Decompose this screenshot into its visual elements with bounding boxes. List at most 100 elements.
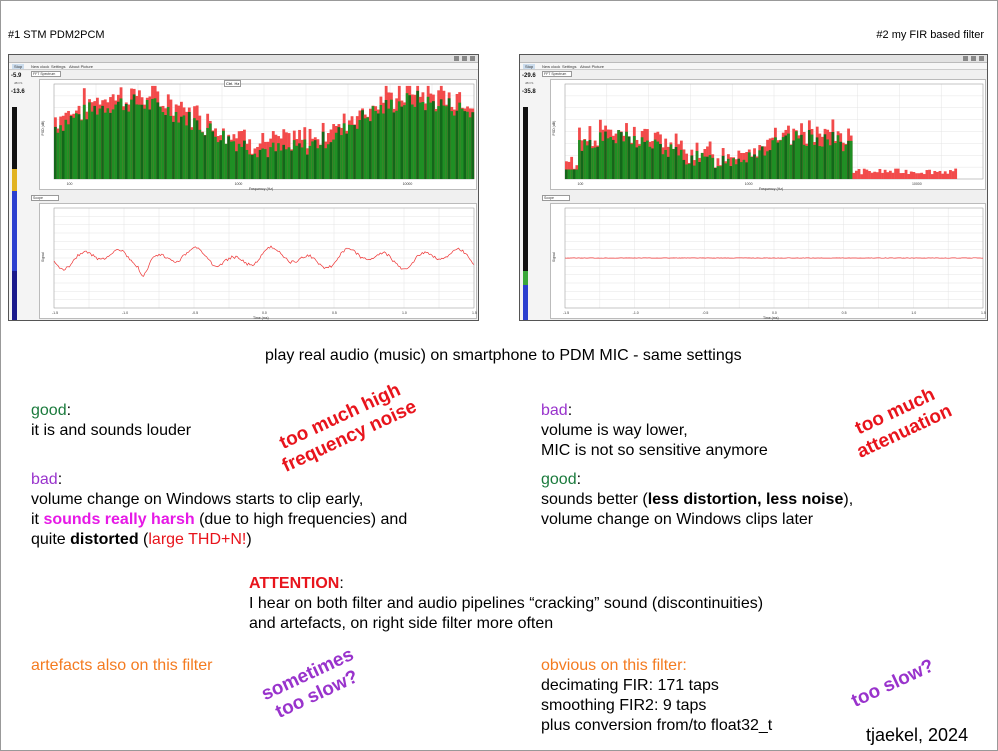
spectrum-bar-green	[442, 105, 446, 179]
x-axis-label: Frequency (Hz)	[249, 187, 273, 191]
spectrum-bar-red	[865, 169, 869, 179]
spectrum-bar-green	[321, 131, 325, 179]
x-tick-label: -1.0	[122, 311, 128, 315]
scope-mode-select[interactable]: Scope	[31, 195, 59, 201]
spectrum-bar-green	[677, 155, 681, 179]
new-clock-button[interactable]: New clock	[31, 64, 50, 69]
spectrum-bar-green	[324, 148, 328, 179]
spectrum-bar-green	[169, 115, 173, 179]
spectrum-bar-red	[941, 173, 945, 179]
spectrum-bar-green	[839, 141, 843, 179]
spectrum-bar-green	[598, 132, 602, 179]
spectrum-bar-green	[619, 132, 623, 179]
spectrum-bar-green	[580, 150, 584, 179]
settings-button[interactable]: Settings	[562, 64, 577, 69]
scope-mode-select[interactable]: Scope	[542, 195, 570, 201]
spectrum-bar-green	[700, 152, 704, 179]
spectrum-bar-green	[90, 111, 94, 179]
fft-spectrum-panel: 100 1000 10000 Frequency (Hz) PSD (dB)	[550, 79, 986, 191]
fft-mode-select[interactable]: FFT Spectrum	[542, 71, 572, 77]
spectrum-bar-green	[308, 145, 312, 179]
plot-frame	[53, 207, 475, 309]
spectrum-bar-green	[96, 114, 99, 179]
spectrum-bar-green	[774, 137, 777, 179]
spectrum-bar-green	[418, 102, 422, 179]
spectrum-bar-green	[645, 140, 649, 179]
spectrum-bar-green	[601, 140, 605, 179]
close-icon[interactable]	[470, 56, 475, 61]
spectrum-bar-red	[852, 172, 856, 179]
spectrum-bar-green	[768, 150, 772, 179]
spectrum-bar-green	[724, 163, 728, 179]
spectrum-bar-green	[661, 154, 665, 179]
bad-label: bad	[541, 402, 568, 419]
spectrum-bar-green	[229, 141, 233, 179]
spectrum-bar-green	[690, 155, 694, 179]
spectrum-bar-green	[439, 99, 443, 179]
spectrum-bar-green	[745, 162, 749, 179]
spectrum-bar-green	[214, 136, 217, 179]
spectrum-bar-green	[575, 169, 579, 179]
good-label: good	[541, 471, 577, 488]
spectrum-bar-green	[841, 151, 845, 179]
spectrum-bar-green	[295, 145, 299, 179]
y-axis-label: PSD (dB)	[41, 121, 45, 136]
new-clock-button[interactable]: New clock	[542, 64, 561, 69]
spectrum-bar-green	[127, 111, 131, 179]
spectrum-bar-red	[902, 173, 905, 179]
minimize-icon[interactable]	[454, 56, 459, 61]
spectrum-bar-green	[609, 136, 613, 179]
spectrum-bar-green	[138, 104, 141, 179]
spectrum-bar-green	[159, 106, 162, 179]
y-axis-label: Signal	[41, 252, 45, 262]
spectrum-bar-green	[666, 156, 670, 179]
spectrum-bar-green	[606, 138, 610, 179]
about-picture-button[interactable]: About Picture	[580, 64, 605, 69]
spectrum-bar-green	[400, 106, 404, 179]
spectrum-bar-green	[332, 139, 336, 179]
spectrum-bar-green	[250, 154, 254, 179]
spectrum-bar-green	[800, 134, 803, 179]
fir2-taps-line: smoothing FIR2: 9 taps	[541, 697, 707, 714]
stop-button[interactable]: Stop	[523, 64, 536, 69]
spectrum-bar-green	[802, 144, 806, 179]
settings-button[interactable]: Settings	[51, 64, 66, 69]
spectrum-bar-green	[361, 110, 364, 179]
spectrum-bar-green	[408, 95, 412, 179]
about-picture-button[interactable]: About Picture	[69, 64, 94, 69]
spectrum-bar-green	[119, 98, 123, 179]
spectrum-bar-green	[805, 146, 809, 179]
close-icon[interactable]	[979, 56, 984, 61]
spectrum-bar-green	[172, 121, 175, 179]
spectrum-bar-green	[376, 113, 380, 179]
spectrum-bar-green	[164, 114, 168, 179]
spectrum-bar-green	[750, 157, 754, 179]
spectrum-bar-green	[458, 102, 462, 179]
minimize-icon[interactable]	[963, 56, 968, 61]
spectrum-bar-green	[266, 157, 270, 179]
stop-button[interactable]: Stop	[12, 64, 25, 69]
spectrum-bar-green	[784, 135, 788, 179]
spectrum-bar-green	[742, 159, 746, 179]
x-tick-label: -0.5	[192, 311, 198, 315]
spectrum-bar-green	[747, 152, 751, 179]
spectrum-bar-red	[909, 171, 913, 179]
spectrum-bar-green	[379, 105, 383, 179]
spectrum-bar-green	[625, 131, 628, 179]
distorted-emphasis: distorted	[70, 531, 139, 548]
spectrum-bar-red	[928, 169, 931, 179]
spectrum-bar-green	[345, 133, 349, 179]
maximize-icon[interactable]	[462, 56, 467, 61]
maximize-icon[interactable]	[971, 56, 976, 61]
spectrum-bar-green	[397, 101, 401, 179]
level-bottom-value: -35.8	[522, 89, 536, 95]
spectrum-bar-green	[693, 165, 696, 179]
spectrum-bar-green	[622, 141, 626, 179]
fft-mode-select[interactable]: FFT Spectrum	[31, 71, 61, 77]
spectrum-bar-green	[342, 123, 346, 179]
spectrum-bar-green	[627, 136, 631, 179]
spectrum-bar-green	[578, 140, 581, 179]
spectrum-bar-green	[726, 158, 730, 179]
attention-line2: and artefacts, on right side filter more…	[249, 615, 554, 632]
spectrum-bar-red	[938, 170, 942, 179]
